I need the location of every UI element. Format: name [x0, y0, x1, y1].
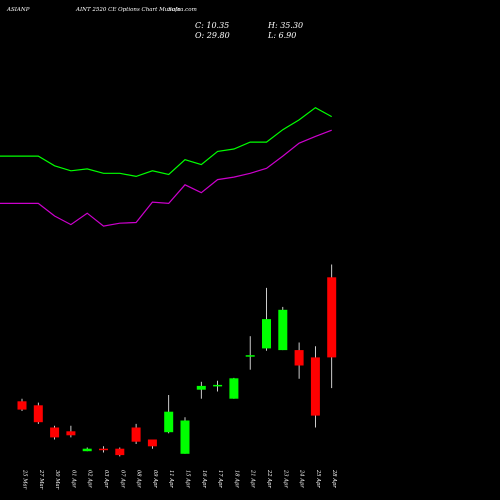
candle-body: [245, 355, 255, 357]
x-tick-label: 21 Apr: [250, 469, 256, 488]
candle-body: [131, 427, 141, 442]
x-tick-label: 17 Apr: [217, 470, 223, 488]
chart-title: AINT 2520 CE Options Chart Munafa: [75, 7, 180, 13]
candle: [99, 446, 108, 453]
x-tick-label: 07 Apr: [119, 470, 125, 488]
candle: [82, 447, 92, 452]
candle-body: [66, 431, 76, 436]
candle: [17, 398, 27, 411]
x-tick-label: 01 Apr: [70, 470, 76, 488]
candle: [327, 264, 337, 389]
candle-body: [213, 384, 223, 387]
indicator-lines: [0, 106, 332, 227]
candle: [164, 395, 174, 434]
candle: [229, 377, 239, 399]
candle-body: [310, 357, 320, 416]
x-tick-label: 30 Mar: [54, 470, 60, 490]
x-tick-label: 23 Apr: [282, 469, 288, 488]
candle-body: [17, 401, 27, 410]
x-tick-label: 28 Apr: [331, 469, 337, 488]
candle: [131, 423, 141, 444]
x-tick-label: 03 Apr: [103, 470, 109, 488]
chart-source: Sutra.com: [168, 7, 197, 13]
candle: [294, 342, 304, 379]
candle-body: [229, 378, 239, 399]
candle: [245, 336, 255, 370]
indicator-line-1: [0, 106, 332, 178]
chart-symbol: ASIANP: [6, 7, 30, 13]
x-tick-label: 08 Apr: [136, 470, 142, 488]
x-tick-labels: 25 Mar 27 Mar 30 Mar 01 Apr 02 Apr 03 Apr 07 A…: [22, 469, 338, 490]
x-tick-label: 16 Apr: [201, 470, 207, 488]
candle: [33, 402, 43, 424]
candle-body: [147, 439, 157, 447]
x-tick-label: 25 Mar: [22, 469, 28, 490]
candle-body: [196, 385, 206, 390]
x-tick-label: 25 Apr: [315, 469, 321, 488]
candle: [66, 425, 76, 438]
indicator-line-2: [0, 129, 332, 227]
x-tick-label: 15 Apr: [185, 470, 191, 488]
candle-body: [115, 448, 125, 456]
candle-body: [327, 277, 337, 358]
candle-body: [82, 448, 92, 452]
x-tick-label: 24 Apr: [299, 469, 305, 488]
open-label: O: 29.80: [195, 31, 230, 40]
candle: [262, 287, 271, 351]
candle-body: [262, 319, 271, 349]
candle: [278, 306, 288, 351]
candle-body: [180, 420, 190, 454]
candle: [213, 380, 223, 392]
x-tick-label: 02 Apr: [87, 470, 93, 488]
x-tick-label: 27 Mar: [38, 469, 44, 490]
candle-body: [164, 411, 174, 433]
candle-body: [278, 309, 288, 351]
x-tick-label: 18 Apr: [233, 470, 239, 488]
low-label: L: 6.90: [267, 31, 296, 40]
close-label: C: 10.35: [195, 21, 229, 30]
x-tick-label: 09 Apr: [152, 470, 158, 488]
candle: [115, 447, 125, 457]
candle: [147, 439, 157, 449]
candle-body: [294, 350, 304, 366]
candles: [17, 264, 337, 457]
candle-body: [99, 448, 108, 451]
candle: [310, 346, 320, 428]
x-tick-label: 11 Apr: [168, 470, 174, 488]
candle: [180, 417, 190, 454]
x-tick-label: 22 Apr: [266, 469, 272, 488]
candle: [50, 425, 60, 440]
candle-body: [50, 427, 60, 438]
candle: [196, 381, 206, 399]
candle-body: [33, 405, 43, 423]
high-label: H: 35.30: [267, 21, 303, 30]
